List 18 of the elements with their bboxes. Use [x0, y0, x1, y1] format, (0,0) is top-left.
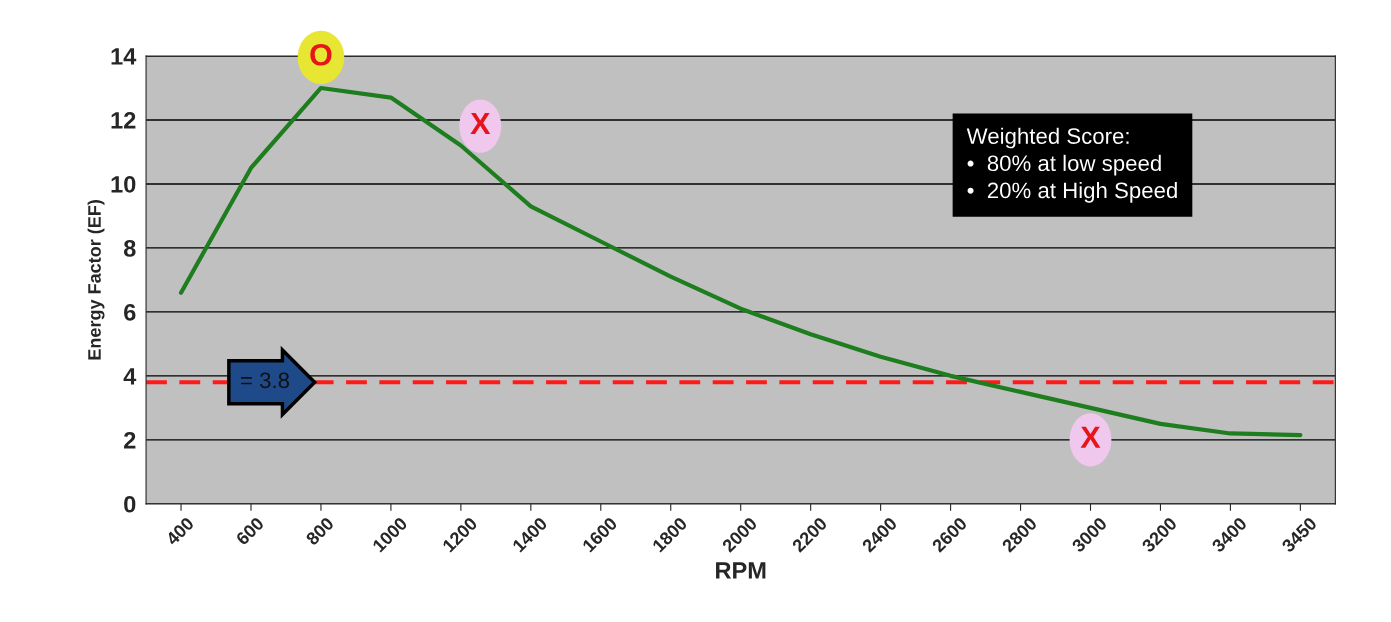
y-tick-label: 12 — [111, 112, 136, 129]
y-tick-label: 10 — [111, 176, 136, 193]
y-tick-label: 4 — [123, 368, 137, 385]
annotation: Weighted Score: • 80% at low speed • 20% at High Speed — [966, 127, 1177, 203]
x-tick-label: 800 — [305, 516, 335, 546]
x-axis-title: RPM — [716, 562, 766, 579]
y-tick-label: 8 — [123, 239, 136, 257]
y-tick-label: 0 — [124, 495, 136, 513]
annotation: X — [1080, 426, 1101, 448]
x-tick-label: 600 — [235, 516, 265, 546]
x-tick-label: 400 — [164, 516, 195, 547]
y-tick-label: 6 — [124, 303, 136, 321]
annotation: O — [310, 43, 332, 66]
annotation: X — [470, 112, 491, 135]
y-tick-label: 2 — [124, 431, 136, 449]
y-axis-title: Energy Factor (EF) — [87, 200, 105, 360]
ref-line-label: = 3.8 — [241, 372, 290, 389]
y-tick-label: 14 — [111, 48, 137, 65]
